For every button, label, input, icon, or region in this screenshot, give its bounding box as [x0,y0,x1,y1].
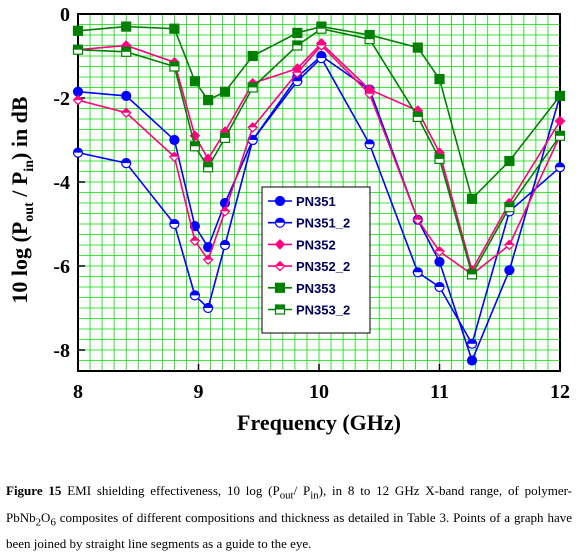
data-point-pn351-2 [169,218,180,230]
legend-item-pn353-2: PN353_2 [268,303,350,318]
legend-label: PN352_2 [296,259,350,274]
data-point-pn351-2 [189,290,200,301]
chart-series [72,21,566,366]
data-point-pn353 [504,155,515,167]
data-point-pn352-2 [412,214,424,226]
data-point-pn353 [169,23,180,34]
data-point-pn352 [554,115,566,127]
data-point-pn352-2 [364,88,375,100]
chart-axes: 8 9 10 11 12 0 -2 -4 -6 -8 [53,4,570,403]
data-point-pn351 [434,256,445,267]
data-point-pn353-2 [247,82,258,93]
data-point-pn352-2 [434,245,445,257]
data-point-pn351-2 [203,302,214,314]
data-point-pn351 [169,134,180,146]
figure-caption: Figure 15 EMI shielding effectiveness, 1… [6,483,572,552]
data-point-pn352-2 [291,67,303,79]
data-point-pn351-2 [247,134,258,146]
data-point-pn351-2 [466,338,478,349]
data-point-pn353 [292,27,303,38]
data-point-pn352-2 [219,206,231,217]
series-pn351-2 [72,52,566,349]
data-point-pn351-2 [274,217,286,228]
caption-label: Figure 15 [6,483,62,498]
data-point-pn351-2 [219,239,231,251]
data-point-pn353 [203,94,214,106]
data-point-pn352 [274,239,286,250]
x-tick-label: 8 [73,381,83,403]
chart-legend: PN351 PN351_2 PN352 PN352_2 PN353 PN353_2 [261,186,371,334]
y-tick-label: -2 [53,88,70,110]
data-point-pn352-2 [202,254,214,266]
data-point-pn351 [504,265,515,276]
data-point-pn352-2 [247,122,259,133]
legend-item-pn352-2: PN352_2 [268,259,350,274]
data-point-pn351-2 [72,147,84,158]
data-point-pn353 [121,21,132,32]
data-point-pn352-2 [504,239,515,251]
legend-item-pn352: PN352 [268,237,336,252]
data-point-pn353-2 [554,130,566,141]
data-point-pn353 [247,50,258,62]
data-point-pn353-2 [274,304,286,315]
data-point-pn351 [274,195,286,207]
legend-label: PN353 [296,281,336,296]
legend-label: PN352 [296,237,336,252]
data-point-pn352-2 [169,151,180,163]
y-tick-label: 0 [60,4,70,26]
data-point-pn352-2 [316,40,327,51]
data-point-pn353 [189,76,200,87]
data-point-pn353 [72,25,84,36]
legend-label: PN353_2 [296,303,350,318]
data-point-pn353 [412,42,423,53]
series-pn353-2 [72,23,566,280]
data-point-pn353-2 [504,202,515,213]
data-point-pn353-2 [292,40,303,51]
data-point-pn353-2 [72,44,84,55]
x-tick-label: 10 [309,381,329,403]
data-point-pn353-2 [316,23,327,34]
data-point-pn353 [466,193,478,204]
data-point-pn353-2 [466,269,478,280]
data-point-pn352-2 [120,107,132,119]
data-point-pn353-2 [121,46,132,57]
legend-label: PN351_2 [296,216,350,231]
legend-item-pn353: PN353 [268,281,336,296]
emi-chart: 8 9 10 11 12 0 -2 -4 -6 -8 PN351 PN351_2 PN352 PN352… [7,4,570,435]
data-point-pn351 [121,90,132,102]
data-point-pn353 [274,282,286,293]
data-point-pn351-2 [412,267,423,278]
data-point-pn351-2 [364,139,375,150]
x-tick-label: 12 [550,381,570,403]
data-point-pn351-2 [554,162,566,173]
data-point-pn352-2 [72,94,84,106]
legend-item-pn351-2: PN351_2 [268,216,350,231]
data-point-pn353-2 [412,111,423,123]
data-point-pn353 [434,73,445,85]
data-point-pn353-2 [169,61,180,72]
data-point-pn352-2 [274,260,286,272]
data-point-pn353 [219,86,231,97]
data-point-pn351-2 [316,52,327,64]
data-point-pn353-2 [189,141,200,152]
data-point-pn353-2 [219,132,231,143]
data-point-pn353-2 [434,153,445,164]
data-point-pn353-2 [203,162,214,173]
x-axis-title: Frequency (GHz) [237,410,401,435]
data-point-pn353-2 [364,34,375,45]
y-axis-title: 10 log (Pout / Pin) in dB [7,96,37,304]
data-point-pn353 [554,90,566,102]
y-tick-label: -4 [53,172,70,194]
data-point-pn351-2 [434,281,445,293]
x-tick-label: 9 [194,381,204,403]
data-point-pn351-2 [121,158,132,169]
data-point-pn352-2 [189,235,201,247]
legend-label: PN351 [296,194,336,209]
legend-item-pn351: PN351 [268,194,336,209]
y-tick-label: -8 [53,340,70,362]
data-point-pn351 [466,355,478,366]
y-tick-label: -6 [53,256,70,278]
x-tick-label: 11 [430,381,449,403]
